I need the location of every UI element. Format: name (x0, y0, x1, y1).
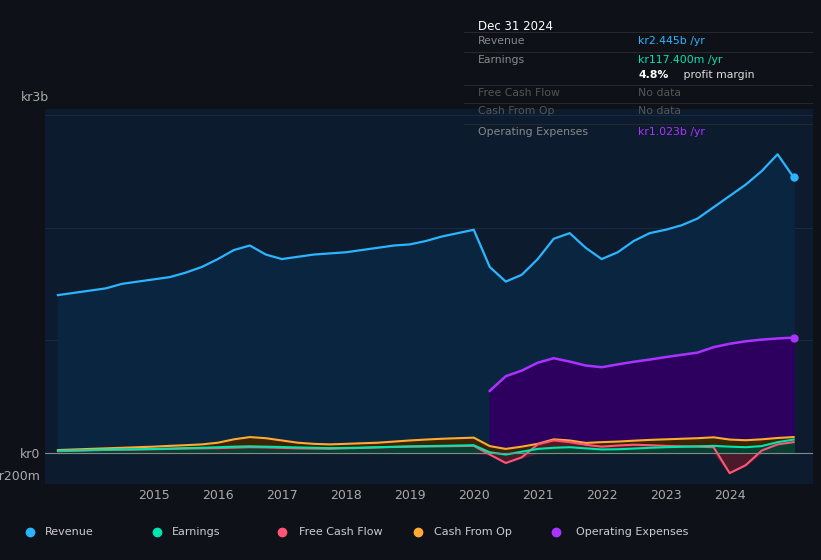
Text: Earnings: Earnings (172, 527, 220, 537)
Text: No data: No data (639, 88, 681, 97)
Text: kr117.400m /yr: kr117.400m /yr (639, 55, 722, 64)
Text: 4.8%: 4.8% (639, 69, 668, 80)
Text: Cash From Op: Cash From Op (434, 527, 512, 537)
Text: Revenue: Revenue (45, 527, 94, 537)
Text: kr3b: kr3b (21, 91, 48, 104)
Text: kr1.023b /yr: kr1.023b /yr (639, 127, 705, 137)
Text: Operating Expenses: Operating Expenses (576, 527, 688, 537)
Text: Dec 31 2024: Dec 31 2024 (478, 20, 553, 33)
Text: Free Cash Flow: Free Cash Flow (299, 527, 383, 537)
Text: Revenue: Revenue (478, 36, 525, 46)
Text: No data: No data (639, 106, 681, 116)
Text: Free Cash Flow: Free Cash Flow (478, 88, 560, 97)
Text: Cash From Op: Cash From Op (478, 106, 554, 116)
Text: kr2.445b /yr: kr2.445b /yr (639, 36, 705, 46)
Text: Earnings: Earnings (478, 55, 525, 64)
Text: Operating Expenses: Operating Expenses (478, 127, 588, 137)
Text: profit margin: profit margin (680, 69, 754, 80)
